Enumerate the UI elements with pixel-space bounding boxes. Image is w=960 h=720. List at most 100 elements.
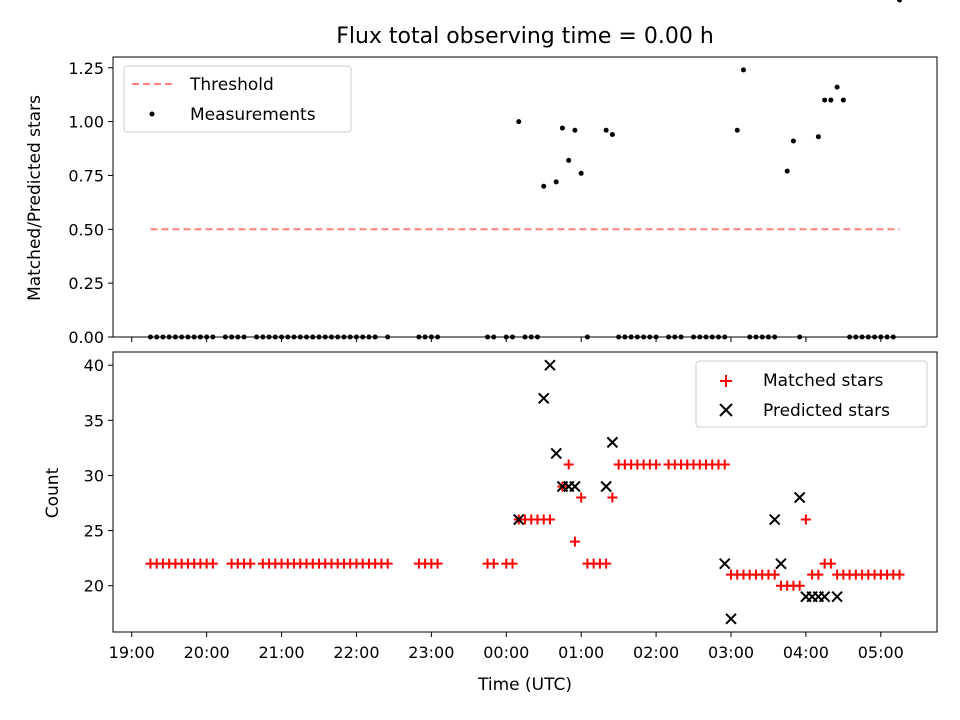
measurement-point	[740, 67, 746, 73]
measurement-point	[747, 334, 753, 340]
threshold-legend-label: Threshold	[189, 75, 274, 95]
measurement-point	[691, 334, 697, 340]
measurement-point	[709, 334, 715, 340]
measurement-point	[647, 334, 653, 340]
measurement-point	[222, 334, 228, 340]
measurement-point	[865, 334, 871, 340]
measurement-point	[534, 334, 540, 340]
top-legend: Threshold Measurements	[123, 65, 352, 133]
matched-star-point	[488, 558, 499, 569]
matched-star-point	[245, 558, 256, 569]
measurement-point	[790, 138, 796, 144]
measurement-point	[304, 334, 310, 340]
measurement-point	[759, 334, 765, 340]
measurement-point	[328, 334, 334, 340]
predicted-star-point	[600, 480, 612, 493]
measurement-point	[316, 334, 322, 340]
measurement-point	[485, 334, 491, 340]
measurement-point	[272, 334, 278, 340]
measurement-point	[503, 334, 509, 340]
matched-star-point	[576, 492, 587, 503]
predicted-star-point	[818, 591, 831, 603]
measurement-point	[703, 334, 709, 340]
x-tick-label: 04:00	[783, 643, 829, 662]
matched-star-point	[544, 514, 555, 525]
top-y-tick-label: 0.00	[68, 328, 104, 347]
predicted-star-point	[544, 359, 556, 371]
predicted-star-point	[793, 491, 806, 504]
measurement-point	[528, 334, 534, 340]
measurement-point	[753, 334, 759, 340]
predicted-star-point	[831, 591, 843, 603]
measurement-point	[815, 134, 821, 140]
measurement-point	[428, 334, 434, 340]
measurement-point	[572, 127, 578, 133]
measurement-point	[197, 334, 203, 340]
measurement-point	[422, 334, 428, 340]
bottom-y-tick-label: 20	[84, 577, 104, 596]
measurement-point	[878, 334, 884, 340]
measurement-point	[697, 334, 703, 340]
chart-title: Flux total observing time = 0.00 h	[336, 24, 714, 49]
measurement-point	[897, 0, 903, 3]
predicted-star-point	[569, 480, 581, 493]
matched-star-point	[569, 536, 580, 547]
measurement-point	[634, 334, 640, 340]
measurement-point	[584, 334, 590, 340]
top-legend-box	[123, 65, 352, 133]
measurement-point	[784, 168, 790, 174]
measurement-point	[335, 334, 341, 340]
x-axis-label: Time (UTC)	[477, 675, 572, 695]
measurement-point	[522, 334, 528, 340]
flux-ratio-panel: 0.00 0.25 0.50 0.75 1.00 1.25	[68, 0, 938, 347]
measurement-point	[166, 334, 172, 340]
measurement-point	[229, 334, 235, 340]
measurement-point	[491, 334, 497, 340]
x-tick-label: 01:00	[558, 643, 604, 662]
measurement-point	[260, 334, 266, 340]
measurement-point	[297, 334, 303, 340]
measurement-point	[716, 334, 722, 340]
measurement-point	[622, 334, 628, 340]
measurement-point	[553, 179, 559, 185]
matched-star-point	[432, 558, 443, 569]
x-tick-label: 20:00	[184, 643, 230, 662]
measurement-point	[559, 125, 565, 131]
predicted-star-point	[768, 513, 781, 526]
measurement-point	[241, 334, 247, 340]
measurement-point	[285, 334, 291, 340]
measurement-point	[872, 334, 878, 340]
measurement-point	[291, 334, 297, 340]
x-tick-label: 03:00	[708, 643, 754, 662]
predicted-star-point	[538, 392, 550, 405]
matched-legend-label: Matched stars	[763, 371, 883, 391]
measurement-point	[890, 334, 896, 340]
matched-star-point	[769, 569, 780, 580]
matched-star-point	[794, 580, 805, 591]
measurement-point	[847, 334, 853, 340]
measurement-point	[772, 334, 778, 340]
measurement-point	[510, 334, 516, 340]
matched-star-point	[563, 459, 574, 470]
matched-star-point	[651, 459, 662, 470]
bottom-y-tick-label: 40	[84, 356, 104, 375]
x-tick-label: 23:00	[408, 643, 454, 662]
measurement-point	[578, 170, 584, 176]
measurement-point	[722, 334, 728, 340]
matched-star-point	[719, 459, 730, 470]
matched-star-point	[894, 569, 905, 580]
measurement-point	[366, 334, 372, 340]
x-tick-label: 02:00	[633, 643, 679, 662]
matched-star-point	[607, 492, 618, 503]
measurement-point	[516, 119, 522, 125]
measurement-point	[254, 334, 260, 340]
measurement-point	[191, 334, 197, 340]
x-tick-label: 21:00	[258, 643, 304, 662]
measurement-point	[840, 97, 846, 103]
predicted-star-point	[719, 557, 731, 570]
x-tick-label: 22:00	[333, 643, 379, 662]
measurement-point	[566, 157, 572, 163]
predicted-star-point	[513, 513, 525, 526]
measurement-point	[765, 334, 771, 340]
measurement-point	[279, 334, 285, 340]
